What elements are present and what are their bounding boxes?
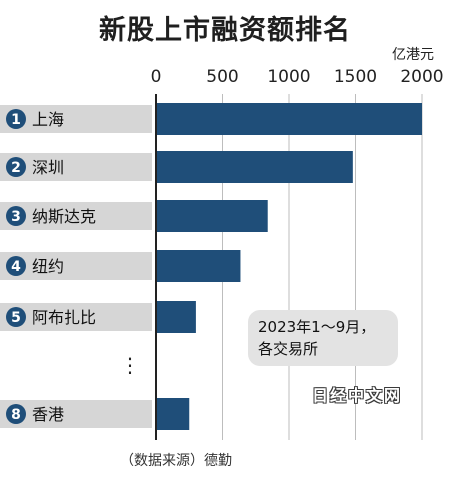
rank-number: 4 (11, 259, 21, 275)
row-label: 纽约 (32, 257, 64, 276)
rank-number: 1 (11, 112, 21, 128)
rank-number: 2 (11, 160, 21, 176)
rank-badge (6, 404, 26, 424)
bar (156, 151, 353, 183)
rank-number: 3 (11, 209, 21, 225)
bar (156, 301, 196, 333)
period-note: 2023年1～9月， 各交易所 (248, 310, 398, 366)
rank-number: 8 (11, 407, 21, 423)
rank-badge (6, 206, 26, 226)
rank-badge (6, 307, 26, 327)
bar (156, 398, 190, 430)
source-note: （数据来源）德勤 (120, 453, 232, 469)
x-tick-label: 1500 (334, 67, 377, 87)
rank-badge (6, 256, 26, 276)
x-tick-label: 1000 (267, 67, 310, 87)
chart-title: 新股上市融资额排名 (99, 15, 351, 46)
period-note-line1: 2023年1～9月， (258, 318, 376, 336)
row-label: 阿布扎比 (32, 308, 96, 327)
row-label: 深圳 (32, 158, 64, 177)
bar (156, 200, 268, 232)
unit-label: 亿港元 (392, 47, 434, 63)
bar (156, 103, 422, 135)
x-tick-label: 0 (151, 67, 162, 87)
ellipsis-marker: ⋮ (120, 353, 140, 377)
x-tick-label: 500 (206, 67, 238, 87)
rank-badge (6, 109, 26, 129)
x-tick-label: 2000 (400, 67, 443, 87)
bar (156, 250, 241, 282)
period-note-line2: 各交易所 (258, 340, 319, 358)
watermark-logo: 日经中文网 (312, 386, 403, 405)
rank-badge (6, 157, 26, 177)
row-label: 香港 (32, 405, 64, 424)
rank-number: 5 (11, 310, 21, 326)
row-label: 上海 (32, 110, 64, 129)
row-label: 纳斯达克 (32, 207, 96, 226)
